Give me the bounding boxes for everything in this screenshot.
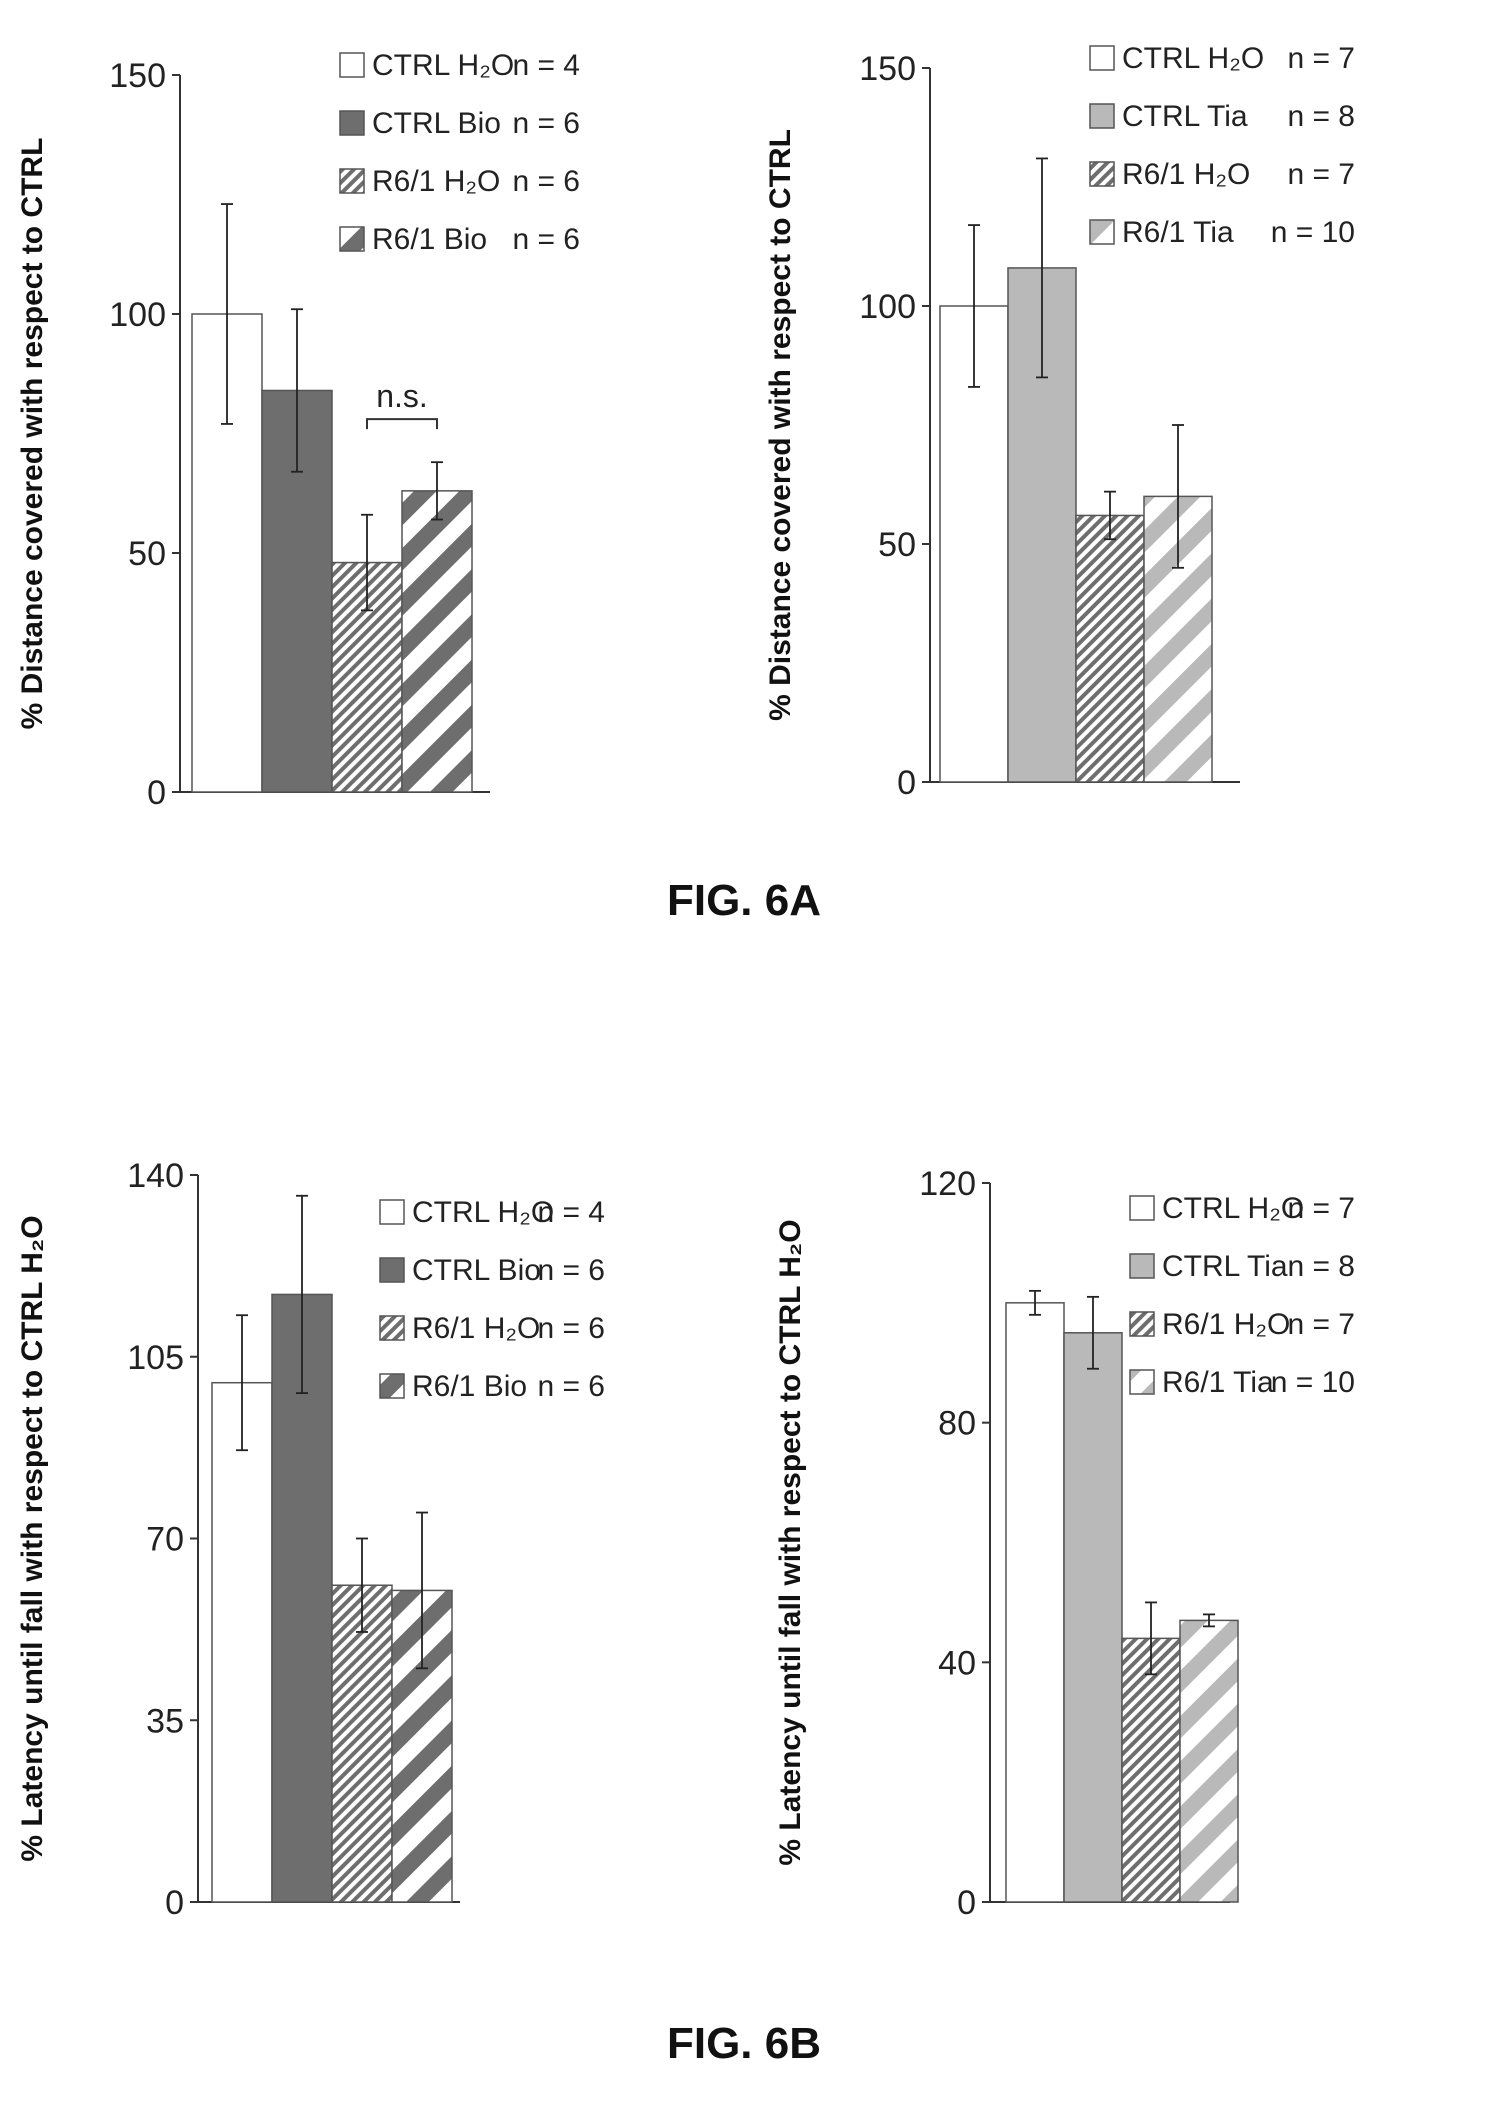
- chart-panel-4: 0 40 80 120 % Latency until fall with respec…: [774, 1165, 1355, 1922]
- legend-label-4: R6/1 Tia: [1162, 1366, 1274, 1399]
- legend-swatch-4: [339, 226, 365, 252]
- y-tick-label: 50: [878, 526, 916, 564]
- legend-swatch-1: [339, 52, 365, 78]
- legend-label-2: CTRL Bio: [372, 107, 501, 140]
- legend-label-1: CTRL H₂O: [372, 49, 514, 82]
- legend-swatch-3: [1089, 161, 1115, 187]
- legend-label-2: CTRL Bio: [412, 1254, 541, 1287]
- legend-n-1: n = 7: [1287, 42, 1355, 75]
- legend-label-2: CTRL Tia: [1162, 1250, 1288, 1283]
- y-axis-label: % Latency until fall with respect to CTR…: [774, 1219, 807, 1865]
- legend-label-1: CTRL H₂O: [1122, 42, 1264, 75]
- legend-n-2: n = 8: [1287, 1250, 1355, 1283]
- legend-swatch-1: [1129, 1195, 1155, 1221]
- y-tick-label: 35: [146, 1702, 184, 1740]
- legend-n-2: n = 8: [1287, 100, 1355, 133]
- legend-swatch-3: [339, 168, 365, 194]
- significance-bracket: [366, 418, 438, 430]
- legend-n-1: n = 4: [537, 1196, 605, 1229]
- y-tick-label: 150: [109, 57, 166, 95]
- legend-label-1: CTRL H₂O: [412, 1196, 554, 1229]
- legend-swatch-3: [1129, 1311, 1155, 1337]
- chart-panel-2: 0 50 100 150 % Distance covered with respect…: [764, 42, 1355, 802]
- y-tick-label: 140: [127, 1157, 184, 1195]
- legend-n-3: n = 7: [1287, 158, 1355, 191]
- legend-n-4: n = 10: [1271, 216, 1355, 249]
- legend-swatch-1: [1089, 45, 1115, 71]
- bar-3: [1121, 1637, 1181, 1903]
- legend-label-4: R6/1 Bio: [412, 1370, 527, 1403]
- y-tick-label: 0: [897, 764, 916, 802]
- legend-label-4: R6/1 Bio: [372, 223, 487, 256]
- legend-swatch-4: [1129, 1369, 1155, 1395]
- legend-swatch-2: [1089, 103, 1115, 129]
- y-tick-label: 0: [147, 774, 166, 812]
- legend-label-3: R6/1 H₂O: [1122, 158, 1250, 191]
- legend-n-3: n = 7: [1287, 1308, 1355, 1341]
- y-tick-label: 150: [859, 50, 916, 88]
- figure-label-6b: FIG. 6B: [667, 2019, 821, 2068]
- legend-label-2: CTRL Tia: [1122, 100, 1248, 133]
- bar-4: [1179, 1619, 1239, 1903]
- y-tick-label: 105: [127, 1339, 184, 1377]
- y-axis-label: % Latency until fall with respect to CTR…: [16, 1215, 49, 1861]
- y-tick-label: 40: [938, 1644, 976, 1682]
- y-tick-label: 100: [109, 296, 166, 334]
- legend-swatch-1: [379, 1199, 405, 1225]
- y-tick-label: 70: [146, 1521, 184, 1559]
- y-tick-label: 50: [128, 535, 166, 573]
- bar-2: [271, 1293, 333, 1903]
- y-tick-label: 100: [859, 288, 916, 326]
- bar-4: [401, 490, 473, 793]
- bar-1: [1005, 1302, 1065, 1903]
- legend-n-1: n = 7: [1287, 1192, 1355, 1225]
- bar-3: [1075, 514, 1145, 783]
- legend-n-3: n = 6: [512, 165, 580, 198]
- legend-n-4: n = 10: [1271, 1366, 1355, 1399]
- legend-n-1: n = 4: [512, 49, 580, 82]
- bar-3: [331, 1584, 393, 1903]
- legend-label-3: R6/1 H₂O: [412, 1312, 540, 1345]
- legend-swatch-4: [379, 1373, 405, 1399]
- bar-1: [211, 1381, 273, 1903]
- figure-label-6a: FIG. 6A: [667, 876, 821, 925]
- legend-n-2: n = 6: [512, 107, 580, 140]
- legend-swatch-3: [379, 1315, 405, 1341]
- chart-panel-1: 0 50 100 150 % Distance covered with respect…: [16, 49, 580, 812]
- legend-n-4: n = 6: [512, 223, 580, 256]
- legend-swatch-2: [339, 110, 365, 136]
- legend-label-3: R6/1 H₂O: [1162, 1308, 1290, 1341]
- y-tick-label: 0: [957, 1884, 976, 1922]
- legend-label-4: R6/1 Tia: [1122, 216, 1234, 249]
- y-tick-label: 0: [165, 1884, 184, 1922]
- legend-n-4: n = 6: [537, 1370, 605, 1403]
- y-tick-label: 80: [938, 1405, 976, 1443]
- legend-swatch-2: [1129, 1253, 1155, 1279]
- bar-2: [1063, 1332, 1123, 1903]
- legend-swatch-2: [379, 1257, 405, 1283]
- legend-swatch-4: [1089, 219, 1115, 245]
- legend-n-2: n = 6: [537, 1254, 605, 1287]
- y-tick-label: 120: [919, 1165, 976, 1203]
- significance-label: n.s.: [376, 378, 428, 414]
- y-axis-label: % Distance covered with respect to CTRL: [764, 129, 797, 721]
- legend-n-3: n = 6: [537, 1312, 605, 1345]
- chart-panel-3: 0 35 70 105 140 % Latency until fall with res…: [16, 1157, 605, 1922]
- y-axis-label: % Distance covered with respect to CTRL: [16, 138, 49, 730]
- legend-label-3: R6/1 H₂O: [372, 165, 500, 198]
- legend-label-1: CTRL H₂O: [1162, 1192, 1304, 1225]
